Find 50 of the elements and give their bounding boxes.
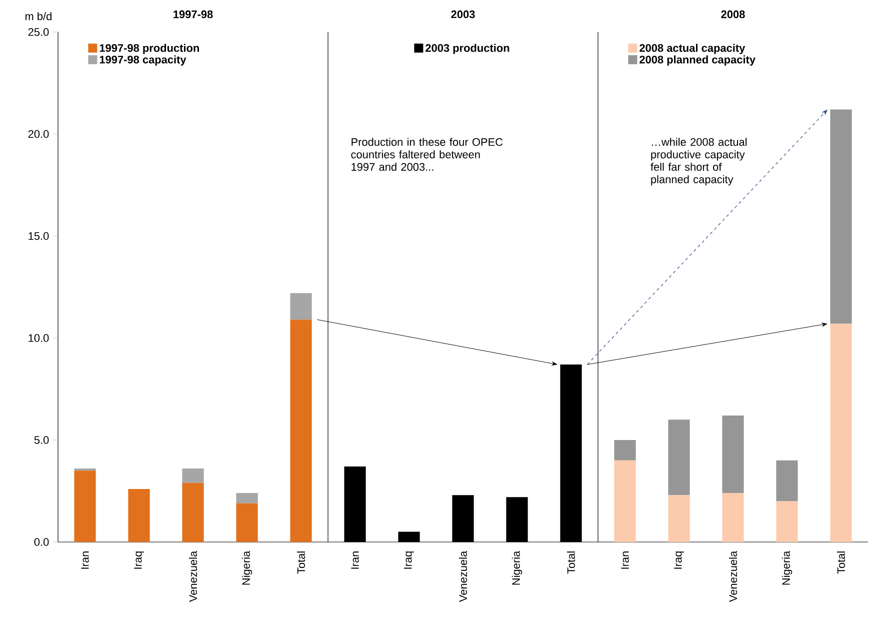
bar: [290, 293, 312, 320]
bar: [722, 416, 744, 494]
bar: [830, 110, 852, 324]
chart-title: 2003: [451, 10, 475, 18]
chart-title: 2008: [721, 10, 745, 18]
x-tick-label: Nigeria: [512, 550, 522, 585]
x-tick-label: Iran: [621, 552, 629, 569]
bar: [182, 468, 204, 483]
chart-title: 1997-98: [174, 10, 213, 18]
y-tick-label: 25.0: [28, 28, 49, 36]
bar: [830, 324, 852, 542]
x-tick-label: Total: [296, 552, 306, 574]
bar: [668, 495, 690, 542]
x-tick-label: Total: [566, 552, 576, 574]
legend-label: 2008 actual capacity: [640, 44, 746, 54]
bar: [668, 420, 690, 496]
legend-label: 2003 production: [426, 44, 510, 54]
x-tick-label: Iraq: [134, 552, 144, 569]
x-tick-label: Iran: [351, 552, 359, 569]
x-tick-label: Venezuela: [188, 550, 198, 602]
x-tick-label: Venezuela: [458, 550, 468, 602]
x-tick-label: Iraq: [674, 552, 684, 569]
annotation: Production in these four OPEC countries faltered between 1997 and 2003...: [351, 138, 503, 171]
bar: [236, 503, 258, 542]
y-tick-label: 0.0: [34, 538, 49, 546]
x-tick-label: Total: [836, 552, 846, 574]
x-tick-label: Nigeria: [782, 550, 792, 585]
bar: [776, 460, 798, 502]
x-tick-label: Nigeria: [242, 550, 252, 585]
y-tick-label: 15.0: [28, 232, 49, 240]
bar: [776, 501, 798, 542]
bar: [182, 482, 204, 542]
annotation: …while 2008 actual productive capacity fell far short of planned capacity: [650, 138, 747, 186]
legend-label: 1997-98 production: [100, 44, 199, 54]
bar: [614, 460, 636, 542]
bar: [128, 488, 150, 542]
x-tick-label: Venezuela: [728, 550, 738, 602]
x-tick-label: Iran: [81, 552, 89, 569]
legend-label: 1997-98 capacity: [100, 55, 186, 66]
bar: [74, 470, 96, 542]
bar: [614, 440, 636, 460]
bar: [236, 493, 258, 504]
y-axis-title: m b/d: [25, 12, 52, 20]
y-tick-label: 10.0: [28, 334, 49, 342]
legend-label: 2008 planned capacity: [640, 55, 756, 66]
bar: [722, 493, 744, 542]
x-tick-label: Iraq: [404, 552, 414, 569]
bar: [290, 320, 312, 542]
y-tick-label: 5.0: [34, 436, 49, 444]
y-tick-label: 20.0: [28, 130, 49, 138]
